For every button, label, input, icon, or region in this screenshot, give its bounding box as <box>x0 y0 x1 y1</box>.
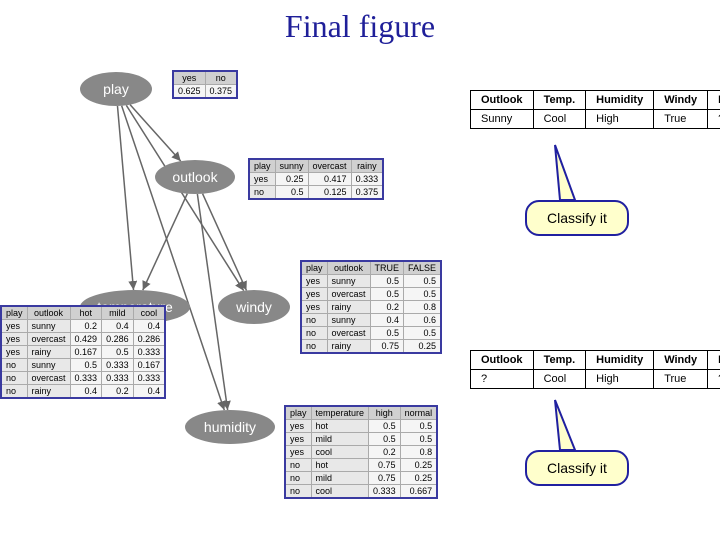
outlook-prob-table: playsunnyovercastrainyyes0.250.4170.333n… <box>248 158 384 200</box>
callout-1-text: Classify it <box>547 210 607 226</box>
classify-callout-1: Classify it <box>525 200 629 236</box>
query-table-1: OutlookTemp.HumidityWindyPlaySunnyCoolHi… <box>470 90 720 129</box>
node-windy: windy <box>218 290 290 324</box>
callout-2-text: Classify it <box>547 460 607 476</box>
query-table-2: OutlookTemp.HumidityWindyPlay?CoolHighTr… <box>470 350 720 389</box>
node-play-label: play <box>103 81 129 97</box>
node-outlook-label: outlook <box>172 169 217 185</box>
node-humidity-label: humidity <box>204 419 256 435</box>
page-title: Final figure <box>0 8 720 45</box>
windy-prob-table: playoutlookTRUEFALSEyessunny0.50.5yesove… <box>300 260 442 354</box>
node-windy-label: windy <box>236 299 272 315</box>
humidity-prob-table: playtemperaturehighnormalyeshot0.50.5yes… <box>284 405 438 499</box>
temperature-prob-table: playoutlookhotmildcoolyessunny0.20.40.4y… <box>0 305 166 399</box>
node-outlook: outlook <box>155 160 235 194</box>
classify-callout-2: Classify it <box>525 450 629 486</box>
node-humidity: humidity <box>185 410 275 444</box>
node-play: play <box>80 72 152 106</box>
play-prob-table: yesno0.6250.375 <box>172 70 238 99</box>
